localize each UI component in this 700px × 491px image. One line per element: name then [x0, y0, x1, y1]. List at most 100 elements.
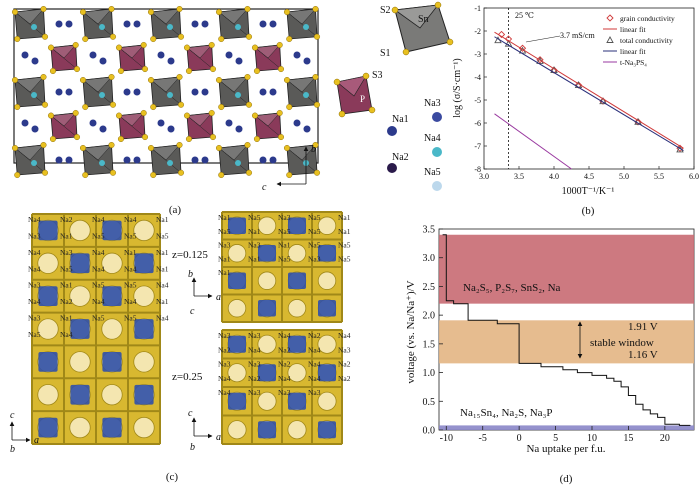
na-site-label: Na1 — [218, 268, 231, 277]
s-atom — [79, 8, 86, 15]
na-site-label: Na1 — [156, 248, 169, 257]
s-atom — [79, 76, 86, 83]
s-atom — [176, 5, 183, 12]
y-tick-label-d: 2.0 — [423, 311, 436, 322]
region-band — [439, 320, 694, 364]
axis-c-label-tr: c — [190, 306, 195, 317]
na-site-label: Na5 — [60, 264, 73, 273]
s-atom — [253, 135, 260, 142]
na-site-label: Na4 — [92, 248, 105, 257]
region-top-label: Na₂S₅, P₂S₇, SnS₂, Na — [463, 282, 561, 294]
s-atom — [244, 141, 251, 148]
s-atom — [284, 144, 291, 151]
sn-tetrahedron-edge — [218, 11, 250, 37]
x-tick-label-b: 4.0 — [549, 172, 559, 181]
na-polyhedron — [288, 392, 306, 410]
legend-b: grain conductivity linear fit total conduc… — [603, 14, 675, 67]
na-site-label: Na1 — [156, 215, 169, 224]
na-site-label: Na5 — [156, 231, 169, 240]
label-s3: S3 — [372, 70, 383, 81]
framework-ring — [101, 384, 123, 406]
x-axis-label-b: 1000T⁻¹/K⁻¹ — [562, 186, 615, 197]
s-atom — [312, 73, 319, 80]
framework-ring — [317, 334, 337, 354]
framework-ring — [69, 219, 91, 242]
annotation-text: 3.7 mS/cm — [560, 31, 595, 40]
na-site-label: Na4 — [308, 374, 321, 383]
s-atom — [40, 5, 47, 12]
s-atom — [42, 101, 49, 108]
na-site-label: Na4 — [218, 388, 231, 397]
na3-atom — [123, 156, 131, 164]
na-site-label: Na5 — [92, 281, 105, 290]
axes-b: 3.0 3.5 4.0 4.5 5.0 5.5 6.0 -1 -2 -3 -4 -5 -6 -7 -8 — [474, 4, 699, 181]
na-site-label: Na1 — [338, 227, 351, 236]
na-site-label: Na2 — [338, 360, 351, 369]
legend-na1: Na1 — [392, 114, 409, 125]
s-atom — [314, 33, 321, 40]
na-site-label: Na1 — [124, 248, 137, 257]
na1-atom — [225, 51, 233, 59]
s-atom — [284, 76, 291, 83]
panel-c-na-sites: Na4 Na2 Na4 Na4 Na1 Na3 Na1 Na5 Na5 Na5 Na4 Na3 Na4 N… — [9, 211, 351, 483]
na-site-label: Na3 — [278, 213, 291, 222]
y-tick-label-b: -2 — [474, 27, 481, 36]
y-tick-label-d: 2.5 — [423, 282, 436, 293]
na-site-label: Na1 — [278, 241, 291, 250]
framework-ring — [287, 244, 307, 263]
sn-tetrahedron-edge — [14, 79, 46, 105]
s-atom — [286, 103, 293, 110]
x-tick-label-d: 20 — [660, 433, 670, 444]
axis-b-label: b — [311, 144, 316, 155]
na3-atom — [65, 20, 73, 28]
na1-atom — [293, 51, 301, 59]
na1-atom — [235, 57, 243, 65]
x-tick-label-d: 0 — [517, 433, 522, 444]
s-atom — [208, 109, 215, 116]
framework-ring — [287, 363, 307, 383]
na1-atom — [293, 119, 301, 127]
na3-atom — [269, 156, 277, 164]
sn-tetrahedron-edge — [150, 79, 182, 105]
na-site-label: Na1 — [338, 213, 351, 222]
na-polyhedron — [134, 319, 154, 339]
na-site-label: Na4 — [92, 264, 105, 273]
x-tick-label-d: -5 — [479, 433, 487, 444]
s-atom — [312, 5, 319, 12]
framework-ring — [69, 285, 91, 307]
s-atom — [276, 42, 283, 49]
framework-ring — [317, 391, 337, 411]
na-site-label: Na3 — [248, 360, 261, 369]
framework-ring — [257, 391, 277, 411]
framework-ring — [227, 244, 247, 263]
s-atom — [253, 67, 260, 74]
na3-atom — [55, 20, 63, 28]
axis-a-label-br: a — [216, 432, 221, 443]
na-site-label: Na5 — [124, 231, 137, 240]
s-atom — [245, 33, 252, 40]
na-site-label: Na2 — [248, 374, 261, 383]
s-atom — [314, 101, 321, 108]
na-site-label: Na5 — [248, 213, 261, 222]
s-atom — [49, 67, 56, 74]
p-tetrahedron-edge — [254, 115, 282, 138]
na-site-label: Na5 — [308, 213, 321, 222]
s-atom — [73, 134, 80, 141]
panel-b-arrhenius-chart: 3.0 3.5 4.0 4.5 5.0 5.5 6.0 -1 -2 -3 -4 -5 -6 -7 -8 25… — [452, 4, 699, 217]
na3-atom — [259, 20, 267, 28]
na-site-label: Na2 — [60, 297, 73, 306]
na1-atom — [303, 57, 311, 65]
s-atom — [150, 36, 157, 43]
y-axis-label-d: voltage (vs. Na/Na⁺)/V — [405, 280, 417, 383]
na3-atom — [133, 20, 141, 28]
na4-icon — [432, 147, 442, 157]
framework-ring — [257, 334, 277, 354]
s-atom — [218, 171, 225, 178]
grain-point — [574, 81, 583, 89]
na-polyhedron — [102, 220, 122, 241]
na-site-label: Na4 — [124, 264, 137, 273]
x-tick-label-d: 10 — [587, 433, 597, 444]
s-atom — [176, 141, 183, 148]
framework-ring — [69, 351, 91, 373]
na-site-label: Na3 — [60, 248, 73, 257]
